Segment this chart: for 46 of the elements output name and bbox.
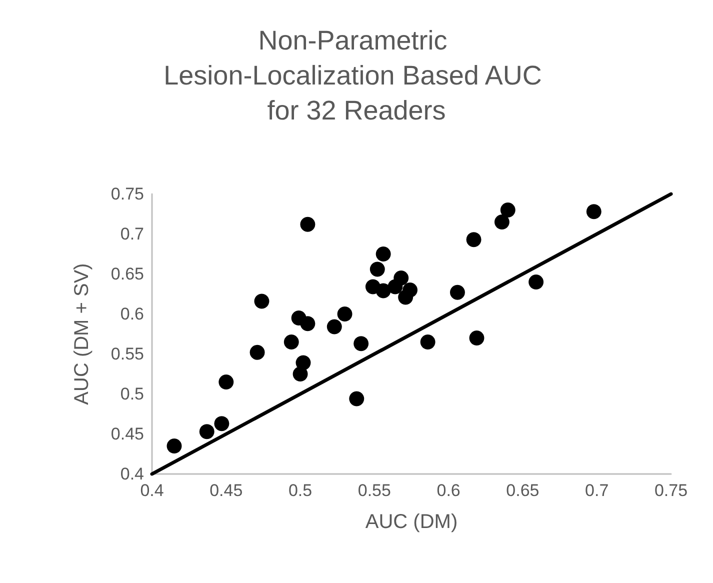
- point: [376, 246, 391, 262]
- point: [254, 294, 270, 309]
- y-tick-label: 0.75: [110, 184, 144, 204]
- x-tick-label: 0.6: [436, 481, 460, 500]
- y-tick-label: 0.65: [110, 264, 144, 284]
- point: [398, 290, 414, 305]
- point: [466, 232, 482, 248]
- y-tick-label: 0.55: [110, 344, 144, 364]
- point: [300, 216, 316, 232]
- y-tick-label: 0.6: [120, 304, 144, 324]
- x-tick-label: 0.55: [358, 481, 391, 500]
- x-tick-label: 0.7: [585, 481, 609, 500]
- point: [166, 438, 182, 454]
- point: [326, 319, 342, 334]
- x-tick-label: 0.75: [654, 481, 688, 500]
- point: [469, 330, 484, 346]
- point: [214, 416, 230, 432]
- point: [500, 202, 516, 218]
- point: [586, 204, 602, 220]
- y-axis-title: AUC (DM + SV): [71, 263, 93, 405]
- point: [284, 334, 299, 350]
- point: [394, 270, 409, 286]
- x-tick-label: 0.45: [210, 481, 243, 500]
- point: [337, 306, 352, 322]
- point: [494, 214, 510, 230]
- point: [420, 334, 436, 350]
- point: [354, 336, 369, 352]
- point: [349, 391, 364, 406]
- point: [250, 344, 265, 360]
- y-tick-label: 0.45: [110, 424, 144, 444]
- point: [450, 284, 465, 300]
- x-tick-label: 0.4: [140, 481, 164, 500]
- point: [376, 283, 391, 298]
- x-tick-label: 0.65: [506, 481, 540, 500]
- point: [528, 274, 544, 290]
- point: [199, 424, 214, 440]
- y-tick-label: 0.4: [120, 464, 144, 484]
- point: [218, 374, 234, 390]
- chart-title: Non-Parametric Lesion-Localization Based AUC for 32 Readers: [164, 26, 550, 126]
- point: [370, 262, 385, 277]
- y-tick-label: 0.7: [120, 224, 144, 244]
- point: [300, 316, 316, 332]
- x-tick-label: 0.5: [288, 481, 312, 500]
- point: [292, 366, 308, 382]
- x-axis-title: AUC (DM): [365, 511, 458, 533]
- y-tick-label: 0.5: [120, 384, 144, 404]
